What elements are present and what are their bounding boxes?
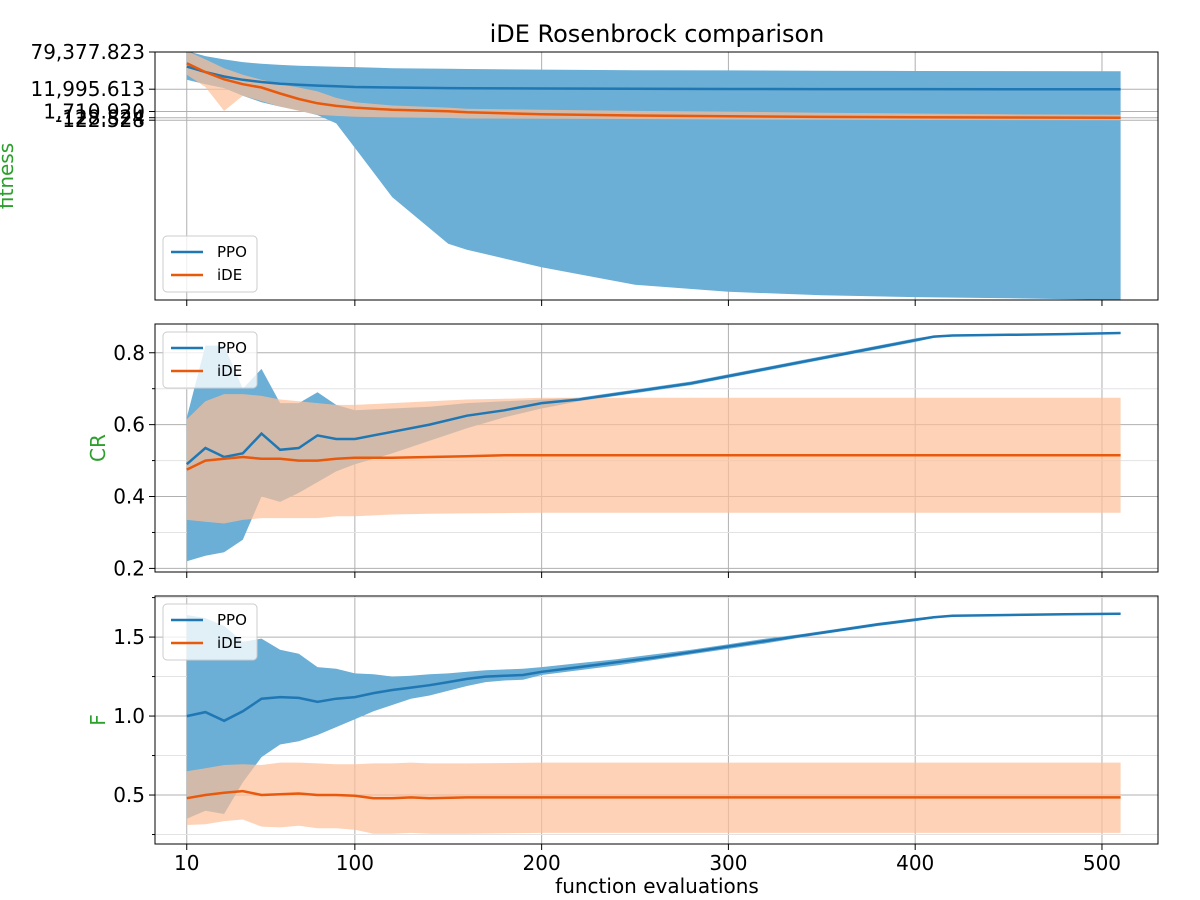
axes-frame	[154, 595, 1159, 845]
y-tick-label: 0.2	[113, 556, 145, 580]
x-tick-label: 300	[709, 851, 747, 875]
legend-box	[162, 331, 258, 389]
series-line-ide	[186, 62, 1121, 119]
y-tick-label: 1,710.920	[43, 100, 145, 124]
legend-label-ide: iDE	[217, 266, 242, 284]
series-line-ppo	[185, 331, 1121, 466]
series-line-ppo	[186, 612, 1121, 723]
y-tick-label: 0.5	[113, 783, 145, 807]
legend-label-ppo: PPO	[217, 339, 247, 357]
legend-box	[162, 603, 258, 661]
cr-panel: 0.2 0.4 0.6 0.8 CR PPO iDE	[86, 323, 1159, 580]
fitness-panel: 79,377.823 11,995.6131,710.920128.824-122…	[0, 40, 1159, 306]
f-panel: 0.5 1.0 1.5 F PPO iDE	[86, 595, 1159, 850]
plot-area	[185, 331, 1121, 562]
x-tick-label: 10	[174, 851, 199, 875]
legend-label-ppo: PPO	[217, 611, 247, 629]
y-tick-label: 11,995.613	[30, 77, 145, 101]
series-line-ide	[186, 789, 1121, 800]
y-tick-label: 0.6	[113, 413, 145, 437]
x-axis-label: function evaluations	[555, 874, 759, 898]
x-tick-label: 100	[336, 851, 374, 875]
x-tick-label: 500	[1083, 851, 1121, 875]
y-tick-label: 79,377.823	[30, 40, 145, 64]
chart-title: iDE Rosenbrock comparison	[490, 20, 825, 48]
x-tick-label: 200	[523, 851, 561, 875]
plot-area	[186, 52, 1121, 300]
y-tick-label: 128.824	[62, 106, 145, 130]
y-tick-label: 0.8	[113, 341, 145, 365]
y-tick-label: 1.0	[113, 704, 145, 728]
legend: PPO iDE	[162, 331, 258, 389]
axes-frame	[154, 323, 1159, 573]
y-axis-label: F	[86, 714, 110, 726]
legend: PPO iDE	[162, 235, 258, 293]
axes-frame	[154, 51, 1159, 301]
legend-label-ide: iDE	[217, 362, 242, 380]
series-line-ppo	[186, 65, 1121, 91]
plot-area	[186, 612, 1121, 834]
y-axis-label: fitness	[0, 143, 18, 209]
legend-box	[162, 235, 258, 293]
x-tick-label: 400	[896, 851, 934, 875]
x-axis-ticks: 10 100 200 300 400 500	[174, 851, 1121, 875]
y-tick-label: 1.5	[113, 625, 145, 649]
legend-label-ppo: PPO	[217, 243, 247, 261]
series-line-ide	[186, 453, 1121, 471]
legend-label-ide: iDE	[217, 634, 242, 652]
y-tick-label: 0.4	[113, 485, 145, 509]
legend: PPO iDE	[162, 603, 258, 661]
y-axis-label: CR	[86, 434, 110, 462]
y-tick-label: -122.528	[55, 108, 145, 132]
